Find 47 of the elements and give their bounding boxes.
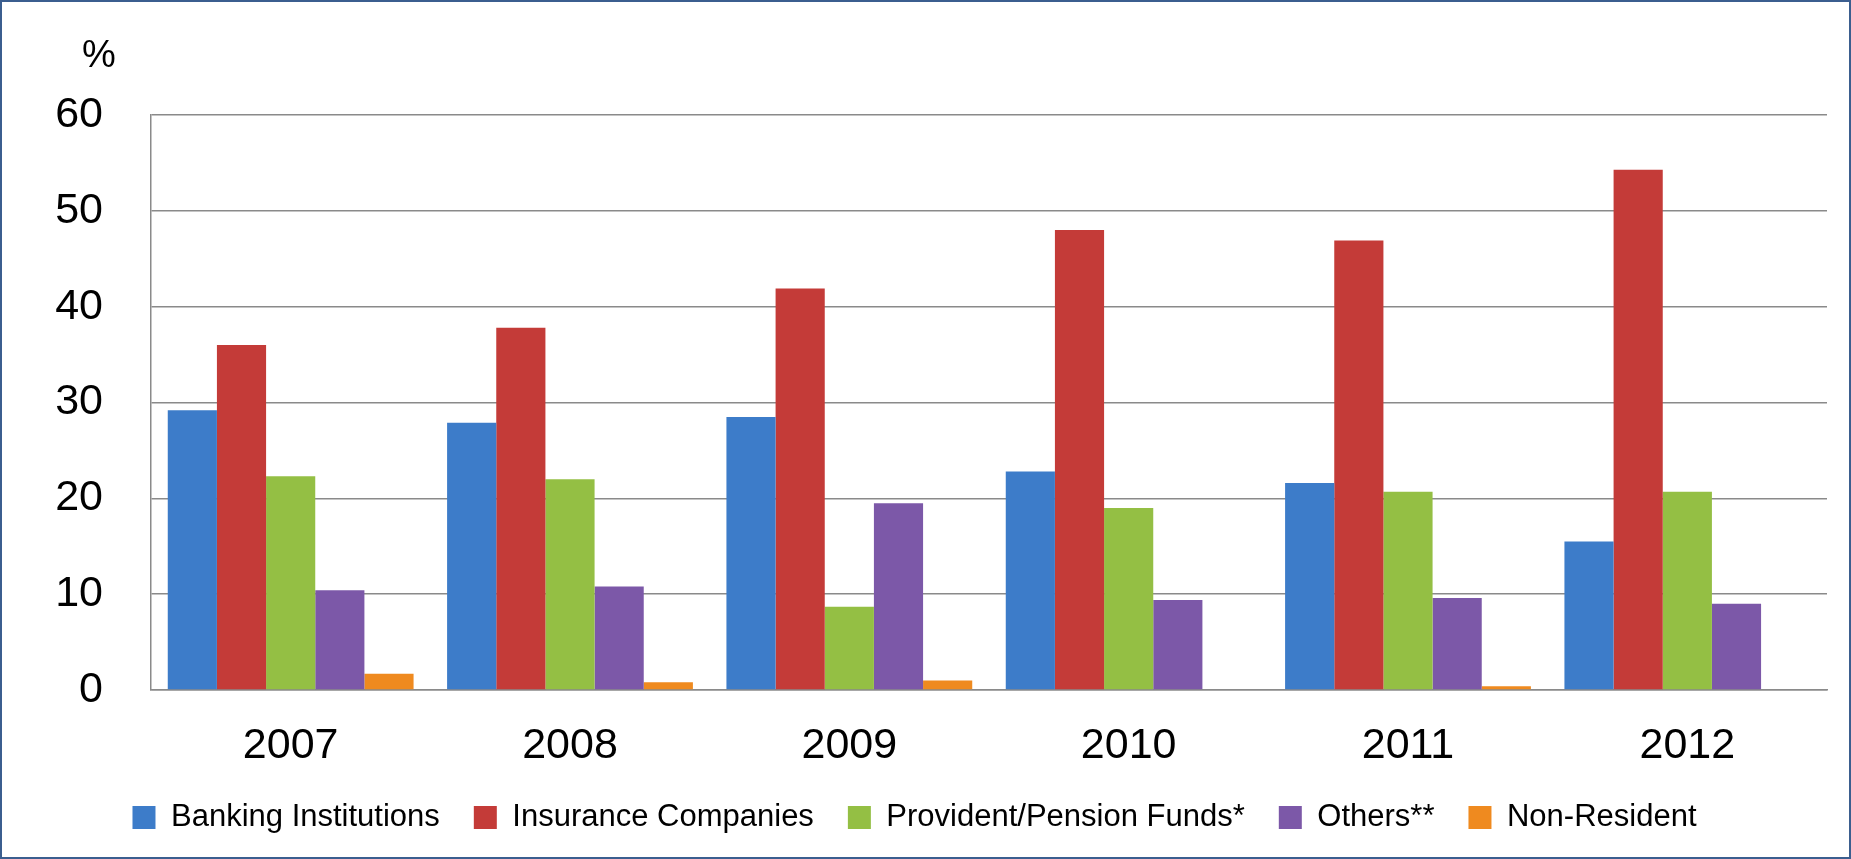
x-tick-label: 2009: [801, 719, 898, 768]
bar: [216, 345, 267, 690]
bar: [1711, 603, 1762, 690]
bar: [643, 682, 693, 690]
bar: [1662, 491, 1712, 690]
y-axis-title: %: [82, 33, 116, 76]
y-tick-label: 20: [55, 471, 103, 520]
legend-label: Insurance Companies: [512, 798, 814, 834]
bar: [447, 422, 497, 690]
bar: [726, 416, 776, 690]
bar: [1005, 471, 1055, 690]
bar: [1613, 169, 1663, 690]
legend-label: Banking Institutions: [170, 798, 440, 834]
x-tick-label: 2008: [522, 719, 618, 768]
legend-label: Others**: [1317, 798, 1435, 834]
bar: [167, 410, 217, 690]
bar: [594, 586, 644, 690]
bar: [1432, 598, 1482, 690]
bar: [1285, 483, 1335, 690]
y-tick-label: 0: [79, 662, 103, 711]
x-tick-label: 2011: [1361, 719, 1455, 768]
bar: [775, 288, 825, 690]
bar: [1153, 599, 1203, 690]
bar: [824, 606, 874, 690]
y-tick-label: 50: [55, 183, 103, 232]
x-tick-label: 2010: [1080, 719, 1177, 768]
bar: [923, 680, 973, 690]
y-tick-label: 40: [55, 279, 103, 328]
bar: [1564, 541, 1614, 690]
y-tick-label: 10: [55, 567, 103, 616]
bar: [1481, 686, 1531, 690]
y-tick-label: 30: [55, 375, 103, 424]
bar: [1383, 491, 1433, 690]
x-tick-label: 2007: [242, 719, 339, 768]
y-tick-label: 60: [55, 87, 103, 136]
bar: [873, 503, 924, 690]
x-tick-label: 2012: [1639, 719, 1736, 768]
bar: [1104, 507, 1154, 690]
bar: [545, 479, 595, 690]
bar: [266, 476, 316, 690]
legend-label: Provident/Pension Funds*: [886, 798, 1245, 834]
bar: [496, 327, 546, 690]
legend-label: Non-Resident: [1506, 798, 1697, 834]
bar: [1054, 230, 1105, 690]
bar: [1334, 240, 1384, 690]
bar: [364, 673, 414, 690]
bar: [315, 590, 365, 690]
